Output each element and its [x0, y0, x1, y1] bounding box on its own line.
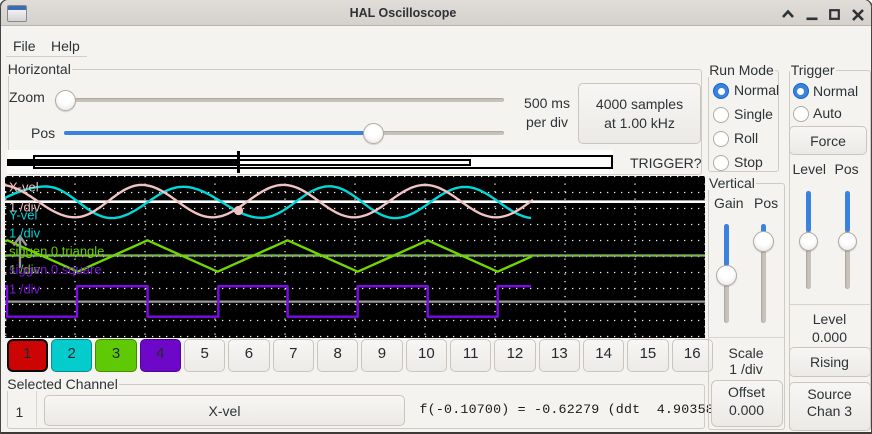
svg-text:Y-vel: Y-vel	[9, 207, 38, 222]
svg-text:1 /div: 1 /div	[9, 282, 41, 297]
svg-text:X-vel: X-vel	[9, 180, 39, 195]
svg-text:1 /div: 1 /div	[9, 225, 41, 240]
svg-text:siggen.0.square: siggen.0.square	[9, 262, 102, 277]
svg-text:1 /div: 1 /div	[9, 199, 41, 214]
svg-text:siggen.0.triangle: siggen.0.triangle	[9, 244, 104, 259]
svg-text:1 /div: 1 /div	[9, 262, 41, 277]
